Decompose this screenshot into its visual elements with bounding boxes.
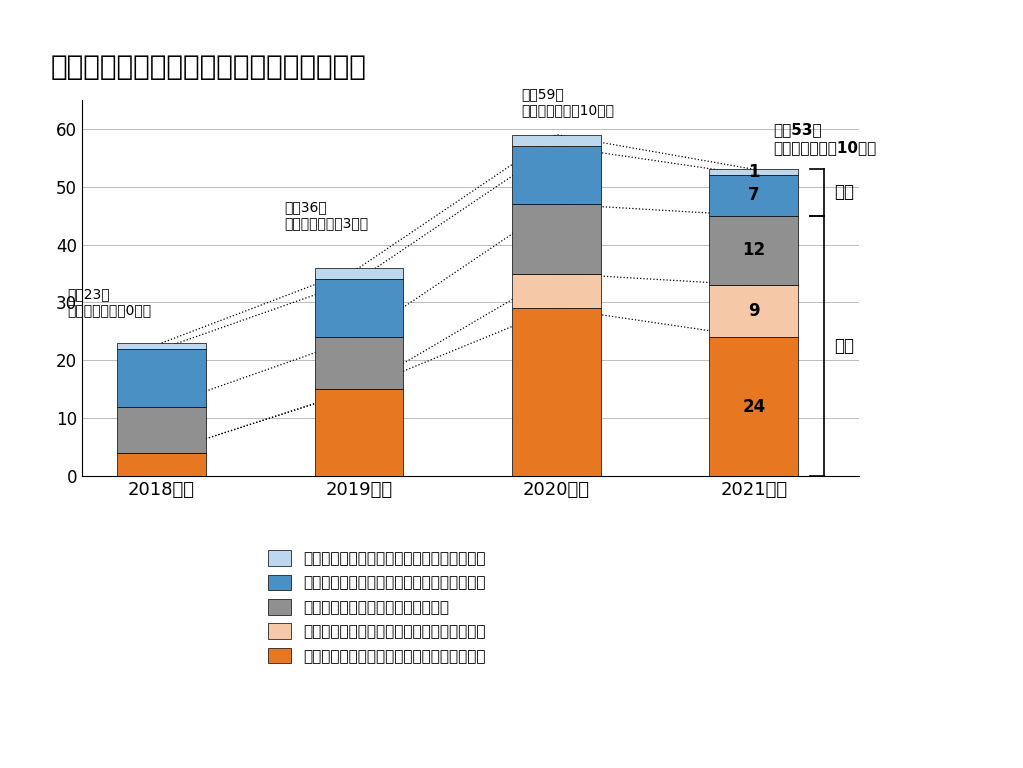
Bar (710, 169, 798, 175)
Text: 合計23報
（うち症例報告0報）: 合計23報 （うち症例報告0報） (66, 286, 151, 317)
Text: 病院薬剤学講座　論文業績アクティビティ: 病院薬剤学講座 論文業績アクティビティ (51, 53, 366, 81)
Text: 合計59報
（うち症例報告10報）: 合計59報 （うち症例報告10報） (521, 87, 614, 118)
Bar (315, 389, 403, 476)
Legend: 邦文・病院薬剤学講座・症例報告（うち数）, 邦文・病院薬剤学講座・一般論文（うち数）, 英文・大学院・一般論文（うち数）, 英文・病院薬剤学講座・症例報告（うち: 邦文・病院薬剤学講座・症例報告（うち数）, 邦文・病院薬剤学講座・一般論文（うち… (262, 544, 492, 670)
Bar (118, 407, 206, 453)
Bar (315, 268, 403, 280)
Bar (315, 280, 403, 337)
Bar (513, 146, 601, 204)
Text: 7: 7 (748, 187, 760, 204)
Text: 9: 9 (748, 302, 760, 320)
Bar (118, 343, 206, 349)
Text: 1: 1 (748, 164, 760, 181)
Bar (513, 308, 601, 476)
Text: 邦文: 邦文 (834, 184, 854, 201)
Text: 24: 24 (743, 398, 765, 415)
Bar (513, 204, 601, 273)
Text: 合計53報
（うち症例報告10報）: 合計53報 （うち症例報告10報） (773, 122, 877, 155)
Bar (513, 134, 601, 146)
Bar (710, 285, 798, 337)
Text: 英文: 英文 (834, 337, 854, 355)
Bar (710, 337, 798, 476)
Text: 12: 12 (743, 241, 765, 260)
Text: 合計36報
（うち症例報告3報）: 合計36報 （うち症例報告3報） (284, 200, 368, 230)
Bar (710, 216, 798, 285)
Bar (118, 349, 206, 407)
Bar (118, 453, 206, 476)
Bar (315, 337, 403, 389)
Bar (710, 175, 798, 216)
Bar (513, 273, 601, 308)
